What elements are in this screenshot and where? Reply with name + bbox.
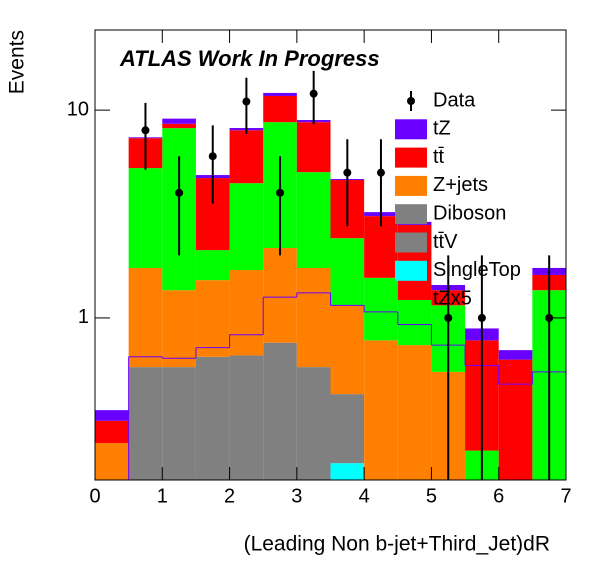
bar-segment: [128, 168, 163, 268]
bar-segment: [162, 367, 196, 480]
legend-swatch: [395, 260, 427, 281]
bar-segment: [229, 270, 264, 356]
plot-area: [95, 70, 566, 480]
legend-label: tZx5: [433, 287, 472, 309]
bar-segment: [330, 305, 365, 395]
legend-swatch: [395, 175, 427, 196]
bar-segment: [263, 92, 297, 96]
x-tick-label: 3: [291, 485, 302, 507]
y-tick-label: 10: [67, 98, 89, 120]
x-tick-label: 2: [224, 485, 235, 507]
x-axis-label: (Leading Non b-jet+Third_Jet)dR: [244, 533, 550, 556]
bar-segment: [95, 410, 129, 421]
x-tick-label: 5: [426, 485, 437, 507]
bar-segment: [397, 299, 432, 346]
bar-segment: [229, 183, 264, 271]
x-tick-label: 6: [493, 485, 504, 507]
data-point: [242, 97, 251, 106]
legend-swatch: [395, 204, 427, 225]
y-axis-label: Events: [6, 30, 29, 94]
bar-segment: [498, 359, 533, 480]
legend-marker: [407, 97, 415, 105]
bar-segment: [195, 280, 230, 357]
bar-segment: [330, 394, 365, 464]
bar-segment: [296, 122, 331, 173]
data-point: [444, 313, 453, 322]
bar-segment: [498, 350, 533, 360]
bar-segment: [195, 250, 230, 281]
bar-segment: [330, 238, 365, 306]
bar-segment: [95, 420, 129, 444]
y-tick-label: 1: [78, 306, 89, 328]
x-tick-label: 7: [560, 485, 571, 507]
x-tick-label: 4: [359, 485, 370, 507]
bar-segment: [162, 123, 196, 129]
data-point: [141, 126, 150, 135]
data-point: [376, 168, 385, 177]
data-point: [343, 168, 352, 177]
bar-segment: [364, 340, 398, 480]
legend-label: Z+jets: [433, 174, 488, 196]
legend-swatch: [395, 119, 427, 140]
bar-segment: [195, 356, 230, 480]
bar-segment: [263, 248, 297, 343]
legend-label: tt̄V: [433, 230, 458, 252]
bar-segment: [229, 130, 264, 184]
bar-segment: [128, 367, 163, 480]
data-point: [309, 89, 318, 98]
legend-label: tZ: [433, 118, 451, 140]
legend-swatch: [395, 232, 427, 253]
bar-segment: [263, 342, 297, 480]
legend-label: tt̄: [433, 145, 445, 167]
bar-segment: [364, 216, 398, 278]
bar-segment: [162, 290, 196, 368]
data-point: [477, 313, 486, 322]
x-tick-label: 1: [157, 485, 168, 507]
bar-segment: [397, 345, 432, 480]
bar-segment: [296, 172, 331, 268]
bar-segment: [330, 463, 365, 480]
data-point: [545, 313, 554, 322]
legend-label: Data: [433, 89, 476, 111]
frame: [94, 29, 567, 481]
bar-segment: [95, 443, 129, 480]
legend-label: Diboson: [433, 202, 506, 224]
annotation: ATLAS Work In Progress: [119, 46, 380, 71]
data-point: [276, 188, 285, 197]
legend-swatch: [395, 147, 427, 168]
bar-segment: [162, 118, 196, 124]
data-point: [208, 152, 217, 161]
bar-segment: [229, 355, 264, 480]
x-tick-label: 0: [89, 485, 100, 507]
bar-segment: [364, 277, 398, 341]
bar-segment: [128, 267, 163, 368]
bar-segment: [263, 95, 297, 123]
legend-label: SingleTop: [433, 259, 521, 281]
data-point: [175, 188, 184, 197]
bar-segment: [296, 367, 331, 480]
bar-segment: [296, 267, 331, 368]
